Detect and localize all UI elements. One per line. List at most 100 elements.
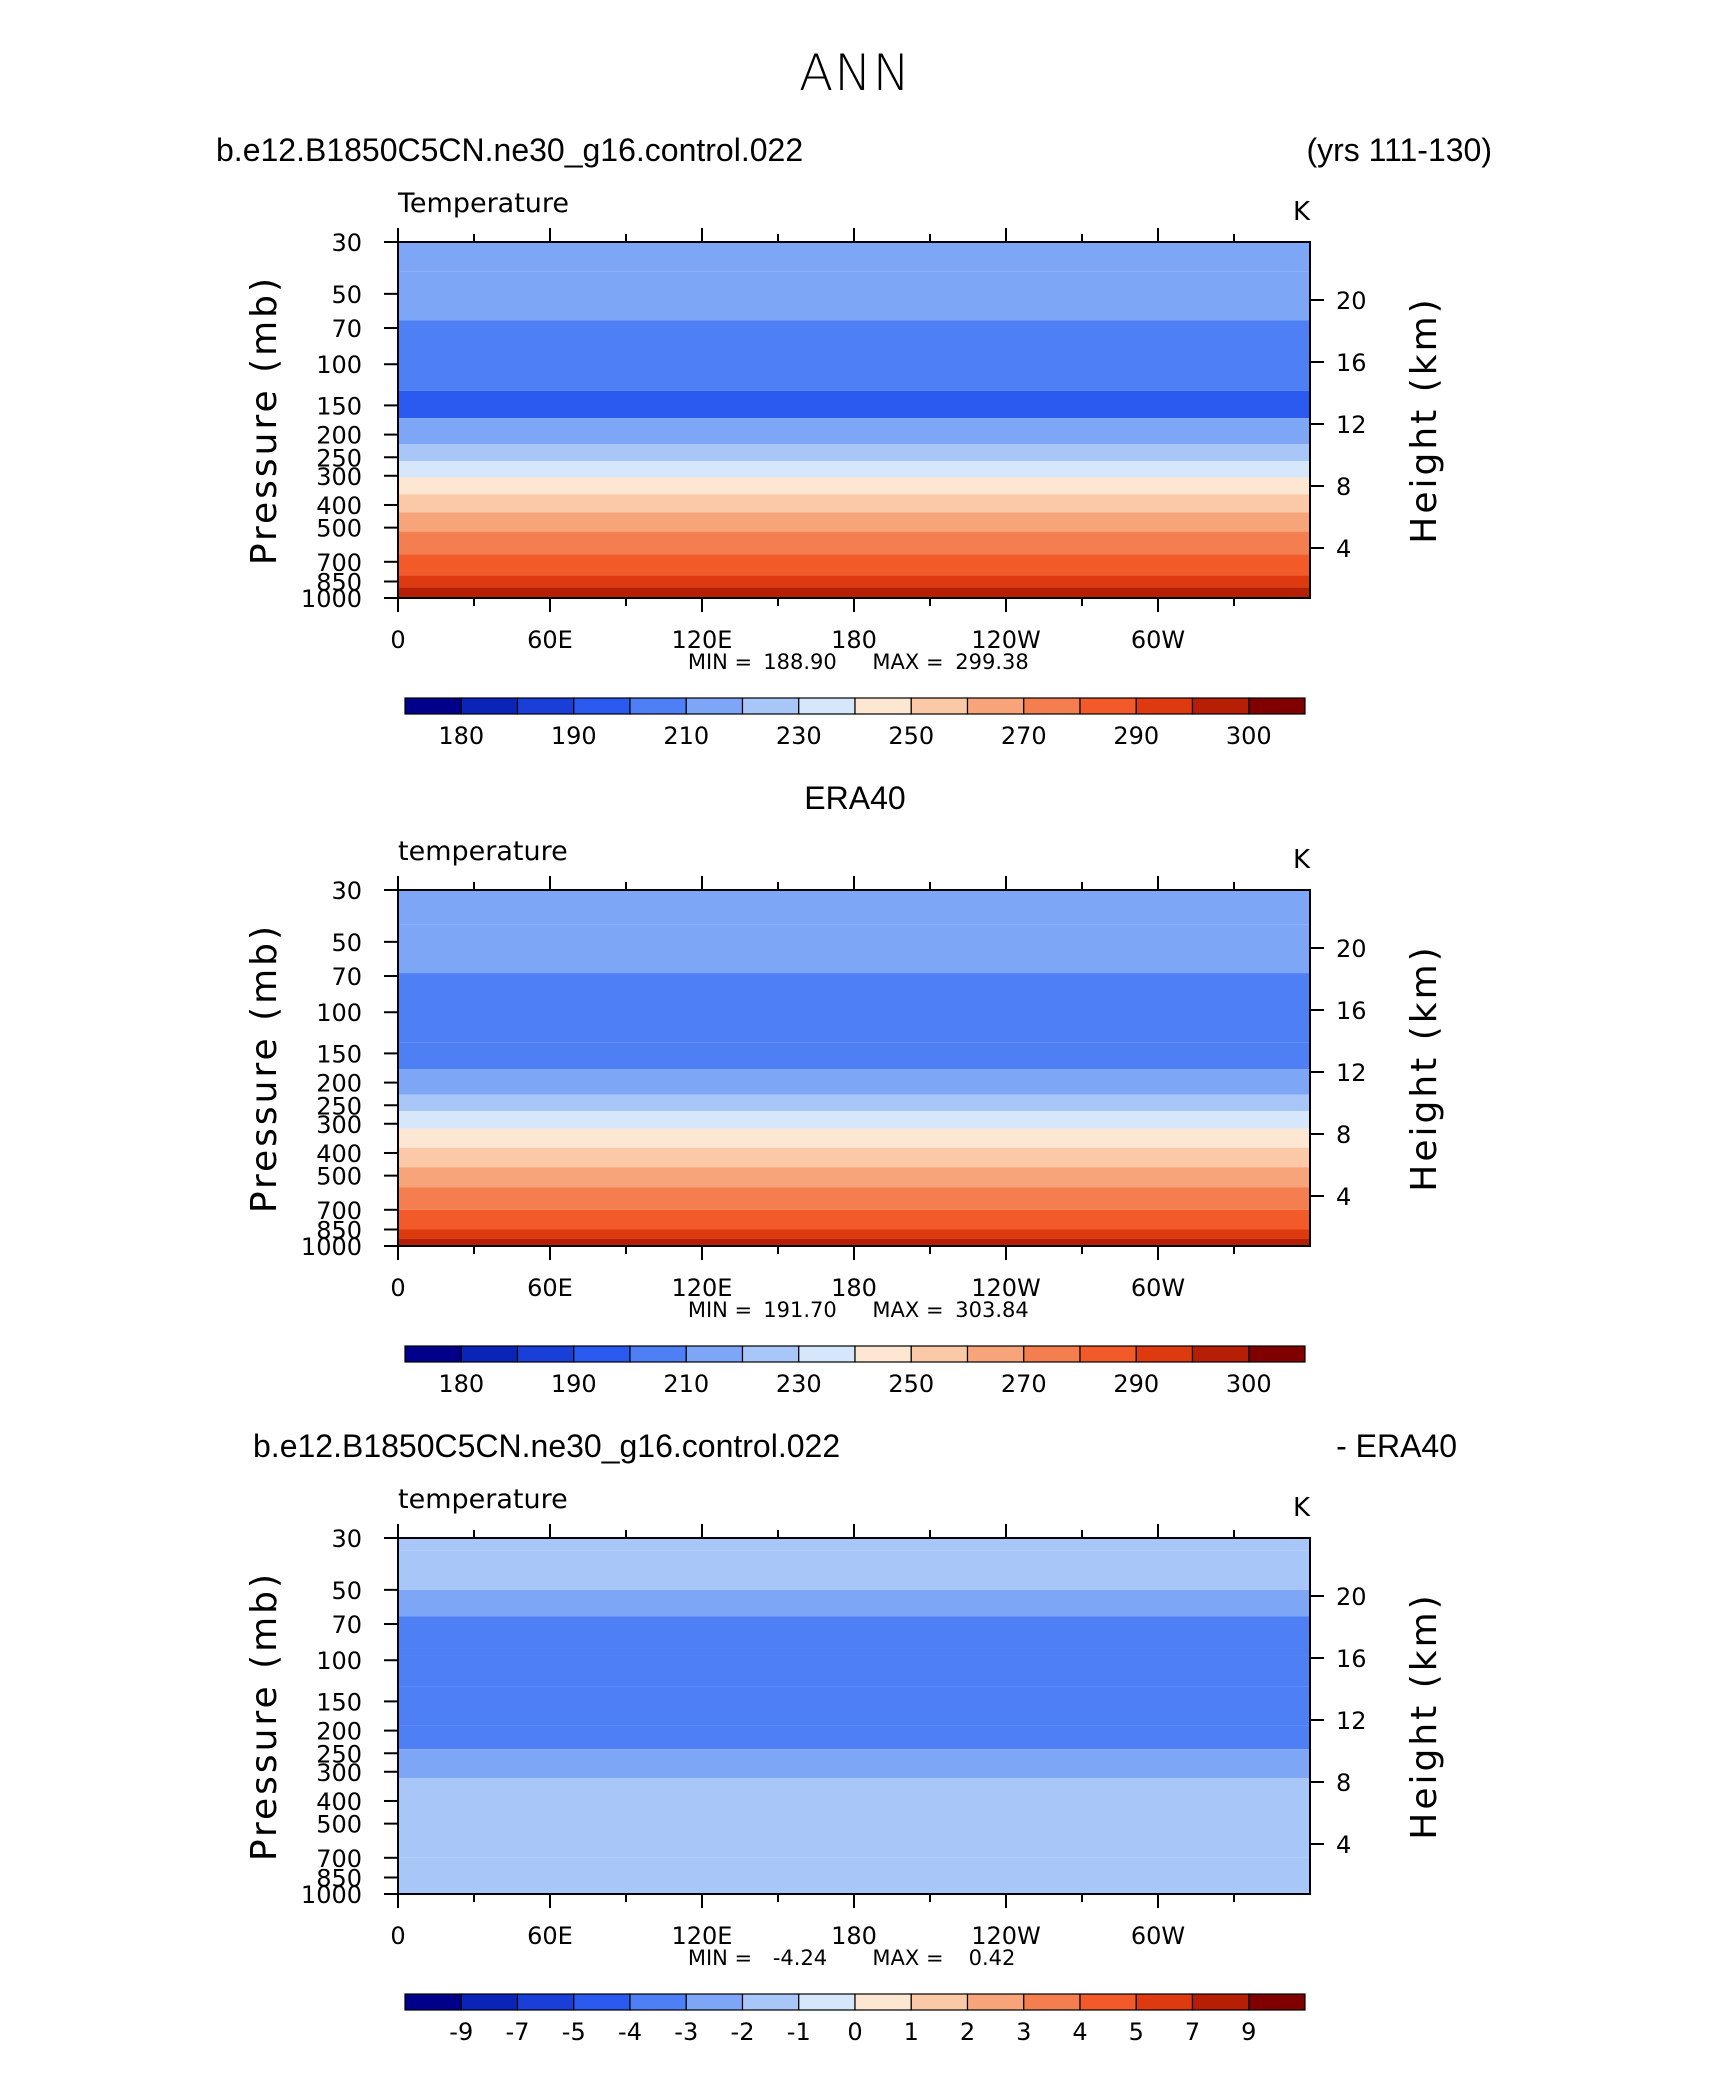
x-tick-label: 120W xyxy=(971,1274,1041,1302)
contour-band xyxy=(398,1111,1310,1129)
y-tick-label: 50 xyxy=(331,929,362,957)
colorbar-cell xyxy=(1248,1993,1306,2011)
y-tick-label: 400 xyxy=(316,492,362,520)
contour-band xyxy=(398,1229,1310,1239)
x-tick-label: 180 xyxy=(831,626,877,654)
y-tick-label: 850 xyxy=(316,569,362,597)
right-axis-title: Height (km) xyxy=(1404,1592,1445,1839)
contour-band xyxy=(398,1655,1310,1687)
contour-band xyxy=(398,320,1310,391)
y-tick-label: 30 xyxy=(331,1525,362,1553)
variable-label: temperature xyxy=(398,1484,568,1515)
x-tick-label: 60W xyxy=(1131,1274,1185,1302)
right-tick-label: 20 xyxy=(1336,935,1367,963)
colorbar-cell xyxy=(1191,1993,1250,2011)
stats-min-value: 191.70 xyxy=(763,1298,836,1322)
units-label: K xyxy=(1293,197,1311,227)
contour-band xyxy=(398,444,1310,462)
colorbar-cell xyxy=(910,697,969,715)
colorbar-cell xyxy=(1079,697,1137,715)
contour-band xyxy=(398,1167,1310,1188)
x-tick-label: 60E xyxy=(527,1274,573,1302)
colorbar-tick-label: 250 xyxy=(888,1370,934,1398)
colorbar-tick-label: 5 xyxy=(1129,2018,1144,2046)
panel-1-header-left: b.e12.B1850C5CN.ne30_g16.control.022 xyxy=(216,132,804,168)
stats-min-value: -4.24 xyxy=(773,1946,827,1970)
colorbar-cell xyxy=(910,1345,969,1363)
colorbar-cell xyxy=(1135,1345,1194,1363)
variable-label: Temperature xyxy=(397,188,569,219)
colorbar-tick-label: 180 xyxy=(438,722,484,750)
contour-band xyxy=(398,924,1310,974)
colorbar-tick-label: 290 xyxy=(1113,1370,1159,1398)
colorbar-cell xyxy=(854,1993,912,2011)
y-tick-label: 250 xyxy=(316,1740,362,1768)
colorbar-cell xyxy=(1191,1345,1250,1363)
colorbar-tick-label: 270 xyxy=(1001,722,1047,750)
y-tick-label: 50 xyxy=(331,1577,362,1605)
contour-band xyxy=(398,1589,1310,1617)
y-tick-label: 1000 xyxy=(301,1881,362,1909)
contour-band xyxy=(398,1725,1310,1750)
colorbar-cell xyxy=(1248,1345,1306,1363)
right-tick-label: 8 xyxy=(1336,473,1351,501)
colorbar-tick-label: 210 xyxy=(663,722,709,750)
right-tick-label: 4 xyxy=(1336,1183,1351,1211)
y-tick-label: 400 xyxy=(316,1140,362,1168)
colorbar-cell xyxy=(685,1993,744,2011)
contour-band xyxy=(398,1187,1310,1210)
y-tick-label: 100 xyxy=(316,351,362,379)
variable-label: temperature xyxy=(398,836,568,867)
x-tick-label: 120E xyxy=(672,626,733,654)
right-axis-title: Height (km) xyxy=(1404,944,1445,1191)
colorbar-tick-label: -5 xyxy=(562,2018,586,2046)
right-tick-label: 20 xyxy=(1336,287,1367,315)
colorbar-tick-label: 2 xyxy=(960,2018,975,2046)
colorbar-cell xyxy=(741,1345,800,1363)
right-tick-label: 4 xyxy=(1336,1831,1351,1859)
contour-band xyxy=(398,390,1310,419)
y-axis-title: Pressure (mb) xyxy=(244,1571,285,1861)
panel-1-header-right: (yrs 111-130) xyxy=(1306,132,1492,168)
contour-band xyxy=(398,587,1310,598)
y-tick-label: 1000 xyxy=(301,585,362,613)
colorbar-tick-label: 300 xyxy=(1226,1370,1272,1398)
x-tick-label: 0 xyxy=(390,1922,405,1950)
colorbar-cell xyxy=(460,697,519,715)
colorbar-tick-label: 7 xyxy=(1185,2018,1200,2046)
colorbar-tick-label: 0 xyxy=(847,2018,862,2046)
x-tick-label: 0 xyxy=(390,626,405,654)
right-tick-label: 12 xyxy=(1336,1707,1367,1735)
colorbar-tick-label: 230 xyxy=(776,722,822,750)
contour-band xyxy=(398,1778,1310,1858)
x-tick-label: 60E xyxy=(527,1922,573,1950)
colorbar-cell xyxy=(854,1345,912,1363)
colorbar-tick-label: 290 xyxy=(1113,722,1159,750)
stats-min-label: MIN = xyxy=(688,1946,752,1970)
colorbar-tick-label: 270 xyxy=(1001,1370,1047,1398)
colorbar-cell xyxy=(741,1993,800,2011)
right-tick-label: 8 xyxy=(1336,1121,1351,1149)
colorbar-cell xyxy=(966,1345,1025,1363)
units-label: K xyxy=(1293,845,1311,875)
colorbar-cell xyxy=(798,697,856,715)
y-tick-label: 850 xyxy=(316,1865,362,1893)
stats-max-value: 0.42 xyxy=(969,1946,1016,1970)
x-tick-label: 180 xyxy=(831,1922,877,1950)
y-tick-label: 150 xyxy=(316,392,362,420)
stats-max-label: MAX = xyxy=(872,650,943,674)
y-tick-label: 400 xyxy=(316,1788,362,1816)
right-axis-title: Height (km) xyxy=(1404,296,1445,543)
stats-min-label: MIN = xyxy=(688,1298,752,1322)
colorbar-cell xyxy=(404,1993,462,2011)
y-tick-label: 250 xyxy=(316,444,362,472)
x-tick-label: 0 xyxy=(390,1274,405,1302)
panel-2-header: ERA40 xyxy=(804,780,906,816)
colorbar-cell xyxy=(966,1993,1025,2011)
colorbar-tick-label: 1 xyxy=(904,2018,919,2046)
colorbar-tick-label: 250 xyxy=(888,722,934,750)
contour-band xyxy=(398,242,1310,272)
right-tick-label: 16 xyxy=(1336,1645,1367,1673)
colorbar-cell xyxy=(573,1993,631,2011)
colorbar-tick-label: 190 xyxy=(551,1370,597,1398)
